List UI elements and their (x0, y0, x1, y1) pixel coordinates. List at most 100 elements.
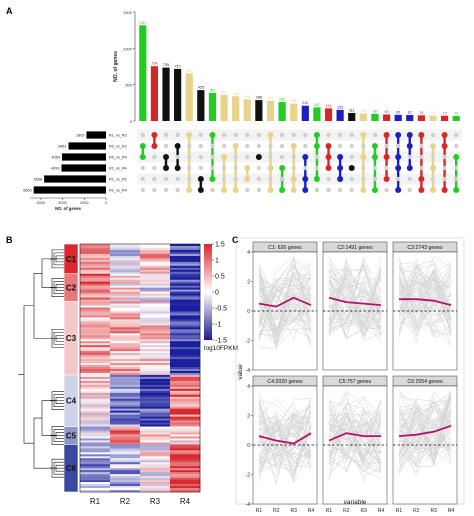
matrix-dot-active (302, 154, 309, 160)
heatmap-cell (140, 408, 171, 411)
heatmap-cell (110, 285, 141, 288)
matrix-dot-active (360, 154, 367, 160)
bar-value-label: 277 (267, 96, 273, 100)
gene-profile-line (258, 309, 312, 332)
y-tick-label: -4 (246, 502, 251, 508)
heatmap-cell (140, 265, 171, 269)
gene-profile-line (328, 259, 382, 324)
heatmap-cell (110, 384, 141, 388)
heatmap-cell (170, 281, 201, 284)
matrix-dot-active (174, 143, 181, 149)
matrix-dot-active (163, 165, 170, 171)
gene-profile-line (398, 266, 452, 334)
heatmap-cell (140, 267, 171, 271)
heatmap-cell (140, 323, 171, 326)
matrix-dot-active (371, 143, 378, 149)
heatmap-cell (140, 315, 171, 318)
heatmap-cell (140, 488, 171, 491)
bar-value-label: 657 (186, 69, 192, 73)
heatmap-cell (140, 339, 171, 342)
heatmap-cell (170, 249, 201, 253)
facet-title: C1: 626 genes (268, 245, 302, 251)
heatmap-cell (80, 484, 111, 487)
heatmap-cell (110, 303, 141, 306)
intersection-bar (243, 99, 251, 121)
dendrogram-branch (50, 391, 64, 402)
upset-bar-chart: 0 500 1000 1500 NO. of genes 1317 754 735 717 657… (113, 10, 460, 124)
gene-profile-line (258, 264, 312, 302)
heatmap-cell (110, 291, 141, 294)
heatmap-cell (170, 416, 201, 419)
heatmap-cell (80, 424, 111, 427)
matrix-dot (453, 165, 459, 171)
heatmap-cell (140, 438, 171, 441)
heatmap-cell (80, 480, 111, 483)
heatmap-cell (170, 464, 201, 467)
heatmap-cell (110, 420, 141, 423)
bar-value-label: 82 (408, 111, 412, 115)
x-tick-label: R4 (308, 508, 315, 514)
heatmap-cell (80, 440, 111, 443)
matrix-dot (175, 154, 180, 160)
dendrogram (18, 249, 64, 478)
heatmap-cell (140, 480, 171, 483)
heatmap-cell (110, 277, 141, 281)
matrix-dot-active (337, 165, 344, 171)
gene-profile-line (258, 294, 312, 345)
heatmap-cell (140, 255, 171, 259)
y-tick-label: 0 (247, 309, 250, 315)
heatmap-cell (110, 279, 141, 282)
matrix-dot (372, 165, 378, 171)
heatmap-cell (140, 404, 171, 407)
dendrogram-branch (50, 287, 64, 297)
intersection-bar (313, 107, 321, 121)
matrix-dot (279, 132, 285, 138)
intersection-bar (220, 94, 228, 121)
heatmap-cell (110, 337, 141, 340)
gene-profile-line (258, 413, 312, 455)
heatmap-cell (170, 353, 201, 356)
heatmap-cell (140, 464, 171, 467)
heatmap-cell (140, 279, 171, 282)
colorbar-tick-label: -0.5 (215, 306, 227, 313)
heatmap-cell (110, 408, 141, 411)
heatmap-cell (170, 321, 201, 324)
heatmap-cell (110, 249, 141, 253)
heatmap-cell (170, 357, 201, 360)
gene-profile-line (258, 286, 312, 343)
matrix-dot (233, 154, 238, 160)
y-tick-label: 4 (247, 250, 250, 256)
gene-profile-line (258, 425, 312, 434)
matrix-dot-active (360, 132, 367, 138)
heatmap-cell (110, 247, 141, 251)
matrix-dot-active (325, 165, 332, 171)
heatmap-cell (80, 384, 111, 388)
matrix-dot (349, 176, 354, 182)
heatmap-cell (110, 486, 141, 489)
heatmap-cell (170, 408, 201, 411)
heatmap-cell (110, 400, 141, 404)
set-name-label: R1_vs_R4 (109, 166, 127, 170)
y-tick-label: 2 (247, 414, 250, 420)
heatmap-cell (140, 424, 171, 427)
heatmap-cell (170, 382, 201, 386)
matrix-dot (407, 187, 412, 193)
heatmap-cell (170, 384, 201, 388)
heatmap-cell (140, 251, 171, 255)
heatmap-cell (110, 426, 141, 429)
gene-profile-line (328, 319, 382, 333)
heatmap-cell (170, 367, 201, 370)
colorbar-tick-label: 0.5 (215, 274, 225, 281)
gene-profile-line (258, 266, 312, 336)
matrix-dot (419, 165, 424, 171)
heatmap-cell (80, 394, 111, 398)
matrix-dot-active (406, 165, 413, 171)
gene-profile-line (258, 274, 312, 298)
bar-value-label: 425 (198, 86, 204, 90)
gene-profile-line (258, 277, 312, 313)
panel-label-b: B (6, 235, 13, 245)
heatmap-cell (140, 434, 171, 437)
matrix-dot (326, 176, 331, 182)
y-axis-label: value (237, 364, 244, 380)
matrix-dot (140, 187, 146, 193)
